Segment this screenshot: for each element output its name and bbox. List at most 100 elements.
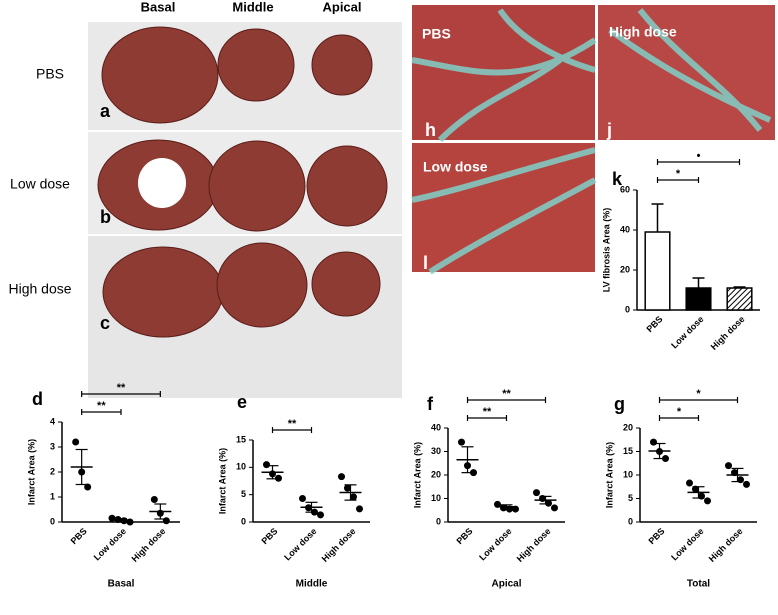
panel-letter: j	[606, 120, 612, 140]
y-tick-label: 3	[50, 441, 55, 451]
significance-label: •	[697, 150, 701, 162]
panel-letter: b	[100, 207, 111, 227]
y-tick-label: 1	[50, 491, 55, 501]
x-axis-label: Basal	[108, 579, 135, 590]
x-tick-label: PBS	[644, 314, 664, 334]
x-tick-label: PBS	[259, 526, 279, 546]
data-point	[458, 438, 465, 446]
data-point	[725, 462, 732, 470]
data-point	[150, 496, 158, 503]
significance-label: **	[502, 388, 511, 400]
data-point	[545, 499, 552, 507]
column-header: Basal	[141, 0, 176, 14]
y-axis-label: Infarct Area (%)	[217, 448, 227, 514]
y-tick-label: 0	[50, 516, 55, 526]
histology-label: High dose	[609, 24, 677, 40]
y-tick-label: 5	[241, 489, 246, 499]
photo-panel	[88, 22, 402, 398]
significance-label: *	[677, 406, 682, 418]
x-tick-label: Low dose	[669, 526, 705, 562]
significance-label: **	[97, 400, 106, 412]
x-axis-label: Total	[687, 579, 710, 590]
y-tick-label: 0	[625, 304, 630, 314]
y-tick-label: 15	[623, 446, 633, 456]
data-point	[551, 504, 558, 512]
panel-letter: c	[100, 313, 110, 333]
x-tick-label: Low dose	[477, 526, 513, 562]
data-point	[743, 480, 750, 488]
row-label: Low dose	[10, 176, 70, 192]
histology-label: PBS	[422, 26, 451, 42]
significance-label: **	[117, 382, 126, 394]
bar	[685, 287, 712, 311]
data-point	[344, 484, 351, 492]
y-tick-label: 2	[50, 466, 55, 476]
y-tick-label: 5	[628, 493, 633, 503]
bar	[644, 231, 671, 311]
x-tick-label: PBS	[454, 526, 474, 546]
x-tick-label: High dose	[707, 526, 745, 564]
histology-panel	[411, 5, 775, 275]
y-tick-label: 10	[236, 462, 246, 472]
panel-letter: k	[612, 169, 623, 189]
x-tick-label: High dose	[130, 526, 168, 564]
data-point	[533, 489, 540, 497]
column-header: Middle	[232, 0, 273, 14]
data-point	[299, 494, 306, 502]
data-point	[350, 493, 357, 501]
x-tick-label: PBS	[69, 526, 89, 546]
panel-letter: e	[237, 392, 247, 412]
x-tick-label: High dose	[320, 526, 358, 564]
histology-label: Low dose	[423, 159, 488, 175]
bar	[726, 287, 753, 311]
significance-label: *	[676, 168, 681, 180]
significance-label: **	[288, 418, 297, 430]
y-tick-label: 40	[431, 422, 441, 432]
x-tick-label: PBS	[646, 526, 666, 546]
y-axis-label: Infarct Area (%)	[604, 442, 614, 508]
significance-label: *	[696, 388, 701, 400]
y-tick-label: 0	[628, 516, 633, 526]
panel-letter: h	[425, 120, 436, 140]
data-point	[72, 438, 80, 446]
data-point	[317, 511, 324, 519]
x-axis-label: Middle	[296, 579, 328, 590]
y-tick-label: 0	[436, 516, 441, 526]
y-tick-label: 10	[431, 493, 441, 503]
y-axis-label: LV fibrosis Area (%)	[601, 208, 611, 293]
y-tick-label: 10	[623, 469, 633, 479]
data-point	[686, 479, 693, 487]
data-point	[704, 497, 711, 505]
y-tick-label: 20	[623, 422, 633, 432]
panel-letter: d	[32, 389, 43, 409]
data-point	[338, 473, 345, 481]
x-tick-label: High dose	[515, 526, 553, 564]
data-point	[84, 483, 92, 491]
x-tick-label: Low dose	[92, 526, 128, 562]
y-tick-label: 30	[431, 446, 441, 456]
y-tick-label: 15	[236, 434, 246, 444]
y-tick-label: 20	[431, 469, 441, 479]
y-tick-label: 60	[620, 184, 630, 194]
data-point	[650, 438, 657, 446]
column-header: Apical	[322, 0, 361, 14]
row-label: PBS	[36, 66, 64, 82]
y-axis-label: Infarct Area (%)	[412, 442, 422, 508]
significance-label: **	[483, 406, 492, 418]
data-point	[162, 517, 170, 525]
data-point	[263, 461, 270, 469]
data-point	[356, 505, 363, 513]
y-tick-label: 0	[241, 516, 246, 526]
panel-letter: a	[100, 101, 111, 121]
panel-letter: l	[423, 253, 428, 273]
y-axis-label: Infarct Area (%)	[26, 439, 36, 505]
panel-letter: f	[427, 394, 434, 414]
x-tick-label: Low dose	[282, 526, 318, 562]
x-tick-label: Low dose	[669, 314, 705, 350]
y-tick-label: 4	[50, 416, 55, 426]
x-axis-label: Apical	[491, 579, 521, 590]
row-label: High dose	[8, 281, 71, 297]
y-tick-label: 40	[620, 224, 630, 234]
y-tick-label: 20	[620, 264, 630, 274]
